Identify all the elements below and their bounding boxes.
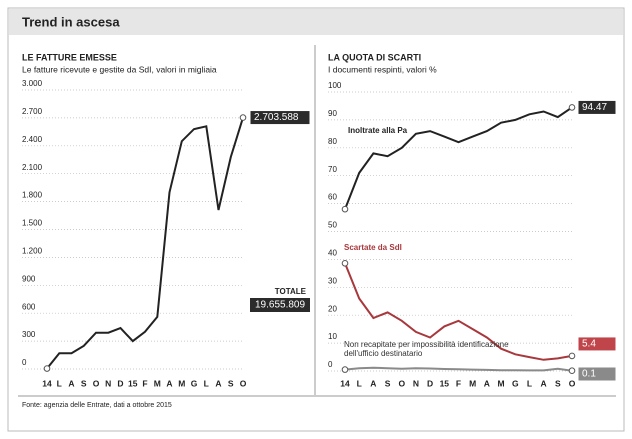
x-tick-label: A <box>68 378 74 388</box>
y-tick-label: 0 <box>328 360 333 369</box>
header-title: Trend in ascesa <box>22 14 120 29</box>
point-marker <box>568 352 576 360</box>
line <box>46 117 244 370</box>
y-tick-label: 70 <box>328 165 337 174</box>
y-tick-label: 40 <box>328 249 337 258</box>
value-label: 2.703.588 <box>254 112 299 123</box>
y-tick-label: 100 <box>328 81 342 90</box>
point-marker <box>568 104 576 111</box>
x-tick-label: S <box>555 378 561 388</box>
x-tick-label: N <box>105 378 111 388</box>
y-tick-label: 600 <box>22 302 36 311</box>
x-tick-label: S <box>81 378 87 388</box>
x-tick-label: 14 <box>340 378 350 388</box>
value-label-box <box>577 336 617 352</box>
y-tick-label: 10 <box>328 332 337 341</box>
value-label-box <box>249 110 311 126</box>
y-tick-label: 1.500 <box>22 219 43 228</box>
line <box>344 366 573 372</box>
y-tick-label: 30 <box>328 276 337 285</box>
value-label-box <box>577 366 617 382</box>
annotation: 19.655.809 <box>255 300 305 311</box>
x-tick-label: A <box>484 378 490 388</box>
x-tick-label: M <box>469 378 476 388</box>
x-tick-label: S <box>228 378 234 388</box>
x-tick-label: A <box>541 378 547 388</box>
x-tick-label: A <box>215 378 221 388</box>
header-bar <box>9 9 623 35</box>
value-label: 94.47 <box>582 102 607 113</box>
y-tick-label: 90 <box>328 109 337 118</box>
line <box>344 106 573 210</box>
y-tick-label: 1.800 <box>22 191 43 200</box>
point-marker <box>43 365 51 372</box>
series-label: Non recapitate per impossibilità identif… <box>344 340 509 358</box>
x-tick-label: L <box>357 378 362 388</box>
x-tick-label: G <box>191 378 198 388</box>
x-tick-label: 14 <box>42 378 52 388</box>
x-tick-label: L <box>204 378 209 388</box>
line <box>344 262 573 361</box>
point-marker <box>341 205 349 213</box>
x-tick-label: N <box>413 378 419 388</box>
x-tick-label: G <box>512 378 519 388</box>
source: Fonte: agenzia delle Entrate, dati a ott… <box>22 402 172 409</box>
y-tick-label: 0 <box>22 358 27 367</box>
y-tick-label: 1.200 <box>22 247 43 256</box>
value-label: 0.1 <box>582 369 596 380</box>
y-tick-label: 300 <box>22 330 36 339</box>
value-label-box <box>577 99 617 115</box>
y-tick-label: 80 <box>328 137 337 146</box>
x-tick-label: M <box>154 378 161 388</box>
annotation-box <box>250 298 310 312</box>
frame <box>7 7 625 432</box>
x-tick-label: M <box>498 378 505 388</box>
x-tick-label: F <box>456 378 461 388</box>
x-tick-label: O <box>398 378 405 388</box>
x-tick-label: M <box>178 378 185 388</box>
y-tick-label: 2.700 <box>22 107 43 116</box>
point-marker <box>239 114 247 121</box>
y-tick-label: 2.400 <box>22 135 43 144</box>
x-tick-label: O <box>240 378 247 388</box>
x-tick-label: A <box>370 378 376 388</box>
y-tick-label: 3.000 <box>22 79 43 88</box>
x-tick-label: 15 <box>440 378 450 388</box>
x-tick-label: 15 <box>128 378 138 388</box>
point-marker <box>341 366 349 373</box>
y-tick-label: 2.100 <box>22 163 43 172</box>
x-tick-label: D <box>117 378 123 388</box>
y-tick-label: 60 <box>328 193 337 202</box>
series-label: Scartate da SdI <box>344 243 402 252</box>
x-tick-label: A <box>166 378 172 388</box>
x-tick-label: D <box>427 378 433 388</box>
value-label: 5.4 <box>582 339 596 350</box>
chart-subtitle: I documenti respinti, valori % <box>328 64 437 74</box>
annotation: TOTALE <box>275 287 307 296</box>
x-tick-label: S <box>385 378 391 388</box>
x-tick-label: L <box>57 378 62 388</box>
y-tick-label: 900 <box>22 274 36 283</box>
chart-title: LE FATTURE EMESSE <box>22 52 117 62</box>
point-marker <box>568 367 576 375</box>
x-tick-label: O <box>569 378 576 388</box>
y-tick-label: 20 <box>328 304 337 313</box>
x-tick-label: O <box>93 378 100 388</box>
chart-title: LA QUOTA DI SCARTI <box>328 52 421 62</box>
x-tick-label: F <box>142 378 147 388</box>
point-marker <box>341 260 349 267</box>
series-label: Inoltrate alla Pa <box>348 126 408 135</box>
chart-subtitle: Le fatture ricevute e gestite da SdI, va… <box>22 64 217 74</box>
x-tick-label: L <box>527 378 532 388</box>
y-tick-label: 50 <box>328 221 337 230</box>
